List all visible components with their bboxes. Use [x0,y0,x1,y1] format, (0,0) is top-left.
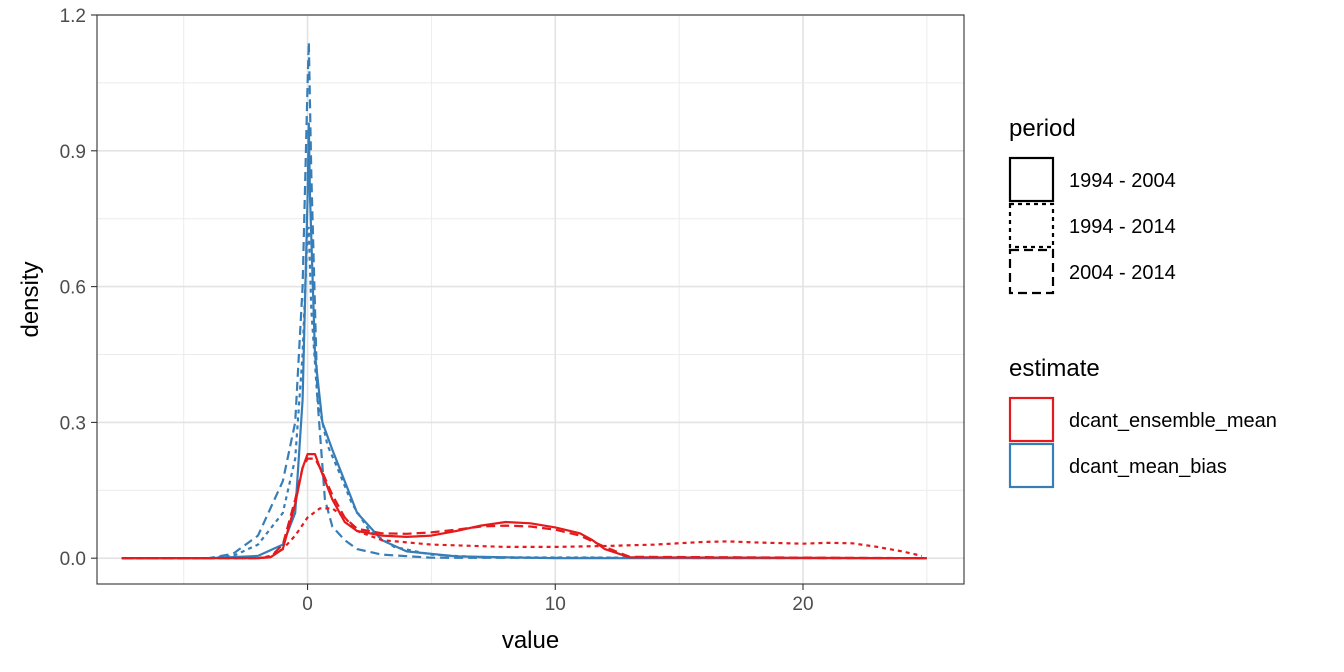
series-line-dcant-mean-bias-2004-2014 [121,41,927,560]
legend-title: period [1009,115,1076,142]
x-tick-label: 20 [792,594,813,615]
legend-label: 2004 - 2014 [1069,262,1176,284]
y-tick-label: 1.2 [60,6,86,27]
axis-tick-labels: 0 10 20 0.0 0.3 0.6 0.9 1.2 [60,6,814,615]
x-axis-title: value [502,627,559,654]
y-axis-title: density [17,261,44,337]
series-line-dcant-ensemble-mean-2004-2014 [121,457,927,560]
legends: period 1994 - 2004 1994 - 2014 2004 - 2014 e… [1008,115,1277,489]
legend-key [1008,156,1055,203]
y-tick-label: 0.9 [60,142,86,163]
series-lines [121,41,927,560]
legend-key [1008,396,1055,443]
y-tick-label: 0.6 [60,278,86,299]
legend-title: estimate [1009,355,1100,382]
legend-key [1008,248,1055,295]
legend-estimate: estimate dcant_ensemble_mean dcant_mean_bi… [1008,355,1277,489]
series-line-dcant-mean-bias-1994-2014 [121,226,927,560]
legend-key [1008,202,1055,249]
legend-label: 1994 - 2004 [1069,170,1176,192]
x-tick-label: 10 [545,594,566,615]
panel-border [96,14,965,585]
series-line-dcant-ensemble-mean-1994-2004 [121,453,927,560]
y-tick-label: 0.3 [60,413,86,434]
legend-label: 1994 - 2014 [1069,216,1176,238]
legend-period: period 1994 - 2004 1994 - 2014 2004 - 2014 [1008,115,1176,295]
legend-label: dcant_ensemble_mean [1069,410,1277,432]
axis-ticks [91,14,804,590]
series-line-dcant-ensemble-mean-1994-2014 [121,507,923,560]
legend-key [1008,442,1055,489]
legend-label: dcant_mean_bias [1069,456,1227,478]
x-tick-label: 0 [302,594,313,615]
y-tick-label: 0.0 [60,549,86,570]
